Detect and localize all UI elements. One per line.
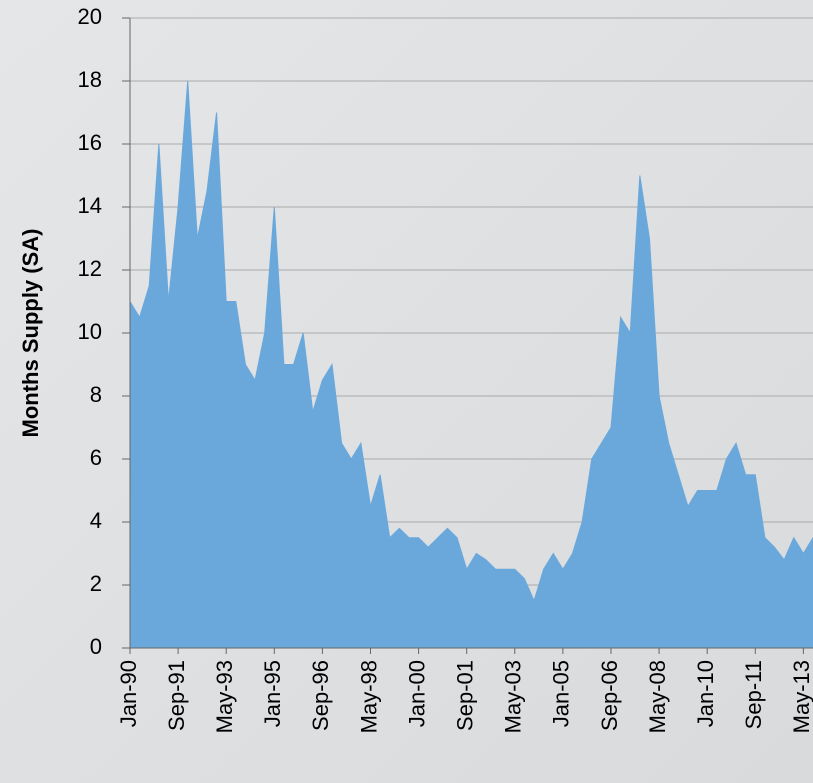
x-tick-label: May-13	[789, 660, 813, 733]
x-tick-label: May-08	[645, 660, 670, 733]
y-tick-label: 4	[90, 508, 102, 533]
y-axis-label: Months Supply (SA)	[18, 229, 43, 438]
y-tick-label: 14	[78, 193, 102, 218]
y-tick-label: 20	[78, 4, 102, 29]
y-tick-label: 2	[90, 571, 102, 596]
x-tick-label: Sep-01	[453, 660, 478, 731]
x-tick-label: Jan-10	[693, 660, 718, 727]
x-tick-label: Sep-06	[597, 660, 622, 731]
y-tick-label: 8	[90, 382, 102, 407]
x-tick-label: Jan-00	[404, 660, 429, 727]
x-tick-label: Sep-91	[164, 660, 189, 731]
y-tick-label: 0	[90, 634, 102, 659]
area	[129, 80, 813, 649]
x-tick-label: Jan-90	[116, 660, 141, 727]
x-tick-label: May-03	[501, 660, 526, 733]
x-tick-label: May-98	[356, 660, 381, 733]
y-tick-label: 10	[78, 319, 102, 344]
y-tick-label: 6	[90, 445, 102, 470]
x-tick-label: Jan-05	[549, 660, 574, 727]
x-tick-label: Sep-96	[308, 660, 333, 731]
x-tick-label: May-93	[212, 660, 237, 733]
y-tick-label: 16	[78, 130, 102, 155]
x-tick-label: Jan-95	[260, 660, 285, 727]
y-tick-label: 12	[78, 256, 102, 281]
y-tick-label: 18	[78, 67, 102, 92]
x-tick-label: Sep-11	[741, 660, 766, 729]
